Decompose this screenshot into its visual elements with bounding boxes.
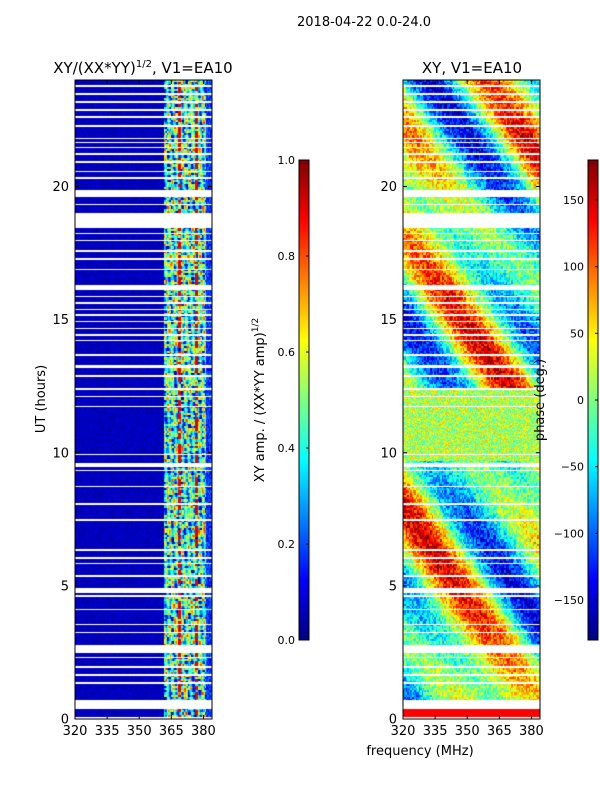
amplitude-colorbar-tick-label: 0.6 <box>278 346 296 359</box>
phase-ytick-label: 10 <box>380 446 397 461</box>
amplitude-ytick-label: 10 <box>52 446 69 461</box>
phase-xtick-label: 380 <box>519 724 544 739</box>
amplitude-colorbar-tick-label: 0.4 <box>278 442 296 455</box>
amplitude-colorbar-tick-label: 0.8 <box>278 250 296 263</box>
phase-xtick-label: 365 <box>487 724 512 739</box>
phase-colorbar-tick-label: −150 <box>554 594 584 607</box>
amplitude-xtick-label: 335 <box>95 724 120 739</box>
amplitude-heatmap <box>75 80 212 719</box>
amplitude-y-axis-label: UT (hours) <box>34 365 49 433</box>
amplitude-ytick-label: 5 <box>61 579 69 594</box>
amplitude-colorbar-tick-label: 0.0 <box>278 634 296 647</box>
phase-plot-frame <box>402 79 541 720</box>
amplitude-axes: 320 335 350 365 380 0 5 10 15 20 <box>52 80 216 739</box>
amplitude-xtick-label: 350 <box>127 724 152 739</box>
panel-phase-title: XY, V1=EA10 <box>422 59 522 77</box>
phase-colorbar-ticks: −150 −100 −50 0 50 100 150 <box>554 194 598 607</box>
phase-ytick-label: 15 <box>380 313 397 328</box>
amplitude-colorbar-tick-label: 0.2 <box>278 538 296 551</box>
phase-colorbar-tick-label: 150 <box>563 194 584 207</box>
amplitude-ytick-label: 20 <box>52 180 69 195</box>
phase-colorbar-label: phase (deg.) <box>533 359 548 441</box>
panel-phase: XY, V1=EA10 320 335 350 365 380 0 5 10 15 20 freq… <box>366 59 544 759</box>
phase-xtick-label: 350 <box>455 724 480 739</box>
amplitude-plot-frame <box>74 79 213 720</box>
phase-ytick-label: 5 <box>389 579 397 594</box>
phase-colorbar-tick-label: 0 <box>577 394 584 407</box>
phase-colorbar-tick-label: −50 <box>561 461 584 474</box>
phase-colorbar-tick-label: 100 <box>563 261 584 274</box>
amplitude-colorbar-ticks: 0.0 0.2 0.4 0.6 0.8 1.0 <box>278 154 309 647</box>
amplitude-colorbar-gradient <box>298 159 310 641</box>
phase-xtick-label: 335 <box>423 724 448 739</box>
amplitude-xtick-label: 365 <box>159 724 184 739</box>
phase-xtick-label: 320 <box>391 724 416 739</box>
panel-amplitude-title: XY/(XX*YY)1/2, V1=EA10 <box>53 59 232 77</box>
phase-heatmap <box>403 80 540 719</box>
amplitude-colorbar-label: XY amp. / (XX*YY amp)1/2 <box>251 318 268 482</box>
phase-colorbar-tick-label: −100 <box>554 527 584 540</box>
phase-colorbar-tick-label: 50 <box>570 327 584 340</box>
amplitude-colorbar-tick-label: 1.0 <box>278 154 296 167</box>
phase-colorbar: −150 −100 −50 0 50 100 150 phase (deg.) <box>533 159 599 641</box>
amplitude-xtick-label: 380 <box>191 724 216 739</box>
x-axis-label: frequency (MHz) <box>366 744 473 759</box>
figure-suptitle: 2018-04-22 0.0-24.0 <box>297 15 431 30</box>
amplitude-xtick-label: 320 <box>63 724 88 739</box>
phase-ytick-label: 20 <box>380 180 397 195</box>
amplitude-ytick-label: 0 <box>61 713 69 728</box>
phase-ytick-label: 0 <box>389 713 397 728</box>
panel-amplitude: XY/(XX*YY)1/2, V1=EA10 320 335 350 365 380 0 5… <box>34 59 233 739</box>
amplitude-colorbar: 0.0 0.2 0.4 0.6 0.8 1.0 XY amp. / (XX*YY amp)… <box>251 154 310 647</box>
phase-axes: 320 335 350 365 380 0 5 10 15 20 <box>380 80 544 739</box>
amplitude-ytick-label: 15 <box>52 313 69 328</box>
